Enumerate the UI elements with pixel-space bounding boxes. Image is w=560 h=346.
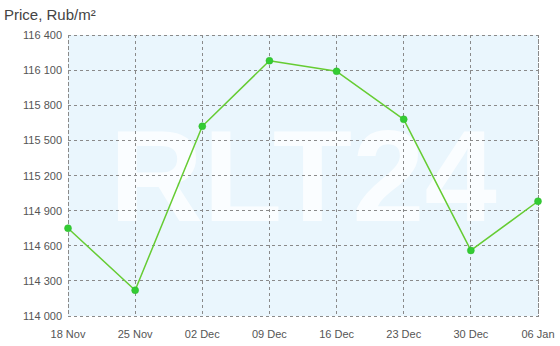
x-tick-label: 06 Jan [521, 328, 554, 340]
x-tick-label: 18 Nov [51, 328, 86, 340]
grid-line [68, 140, 538, 141]
grid-line [269, 35, 270, 316]
grid-line [202, 35, 203, 316]
x-tick-label: 30 Dec [453, 328, 488, 340]
grid-line [470, 35, 471, 316]
marker [400, 116, 407, 123]
chart: RLT24114 000114 300114 600114 900115 200… [0, 0, 560, 346]
title: Price, Rub/m² [4, 6, 96, 23]
marker [467, 247, 474, 254]
marker [65, 225, 72, 232]
marker [132, 287, 139, 294]
marker [266, 57, 273, 64]
marker [199, 123, 206, 130]
y-tick-label: 115 200 [23, 170, 62, 182]
x-tick-label: 16 Dec [319, 328, 354, 340]
x-tick-label: 23 Dec [386, 328, 421, 340]
y-tick-label: 115 800 [23, 99, 62, 111]
grid-line [68, 210, 538, 211]
marker [535, 198, 542, 205]
y-tick-label: 114 300 [23, 275, 62, 287]
grid-line [403, 35, 404, 316]
marker [333, 68, 340, 75]
grid-line [336, 35, 337, 316]
y-tick-label: 114 000 [23, 310, 62, 322]
plot-frame [68, 35, 538, 316]
y-tick-label: 116 100 [23, 64, 62, 76]
line [68, 61, 538, 290]
grid-line [68, 105, 538, 106]
x-tick-label: 25 Nov [118, 328, 153, 340]
x-tick-label: 02 Dec [185, 328, 220, 340]
y-tick-label: 114 600 [23, 240, 62, 252]
x-tick-label: 09 Dec [252, 328, 287, 340]
y-tick-label: 116 400 [23, 29, 62, 41]
y-tick-label: 115 500 [23, 134, 62, 146]
plot-area [68, 35, 538, 316]
y-tick-label: 114 900 [23, 205, 62, 217]
grid-line [135, 35, 136, 316]
series [65, 57, 542, 293]
grid-line [68, 175, 538, 176]
grid-line [68, 70, 538, 71]
